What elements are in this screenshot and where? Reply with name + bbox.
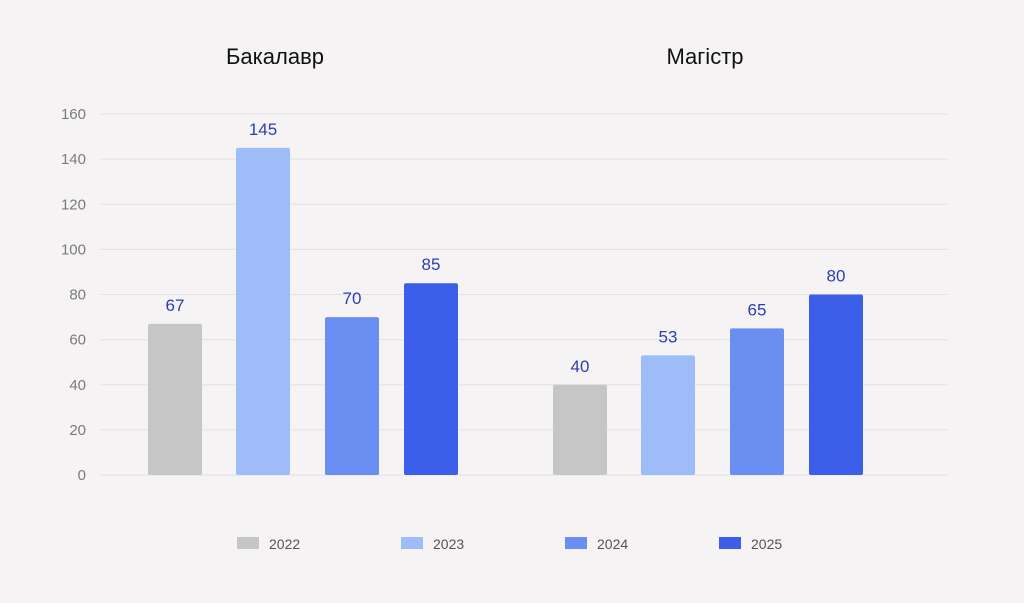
value-label: 53	[659, 327, 678, 346]
bar-2025-0	[404, 283, 458, 475]
legend-swatch-2024	[565, 537, 587, 549]
y-tick-label: 140	[61, 151, 86, 168]
value-label: 70	[343, 289, 362, 308]
legend-swatch-2025	[719, 537, 741, 549]
legend-label-2024: 2024	[597, 536, 628, 552]
y-tick-label: 60	[69, 332, 86, 349]
y-tick-label: 160	[61, 106, 86, 123]
legend: 2022 2023 2024 2025	[237, 536, 782, 552]
y-tick-label: 80	[69, 287, 86, 304]
group-titles: Бакалавр Магістр	[226, 44, 744, 69]
value-labels: 67 40 145 53 70 65 85 80	[166, 120, 846, 376]
legend-label-2023: 2023	[433, 536, 464, 552]
value-label: 145	[249, 120, 277, 139]
value-label: 65	[748, 300, 767, 319]
value-label: 80	[827, 267, 846, 286]
legend-label-2022: 2022	[269, 536, 300, 552]
bar-2022-1	[553, 384, 607, 475]
legend-swatch-2022	[237, 537, 259, 549]
bar-2023-1	[641, 355, 695, 475]
value-label: 85	[422, 255, 441, 274]
bar-2024-1	[730, 328, 784, 475]
bar-2022-0	[148, 323, 202, 475]
y-axis: 0 20 40 60 80 100 120 140 160	[61, 106, 86, 484]
bars	[148, 147, 863, 475]
bar-2024-0	[325, 317, 379, 475]
legend-label-2025: 2025	[751, 536, 782, 552]
y-tick-label: 100	[61, 241, 86, 258]
bar-2025-1	[809, 294, 863, 475]
value-label: 40	[571, 357, 590, 376]
value-label: 67	[166, 296, 185, 315]
group-title-master: Магістр	[666, 44, 743, 69]
group-title-bachelor: Бакалавр	[226, 44, 324, 69]
y-tick-label: 120	[61, 196, 86, 213]
y-tick-label: 20	[69, 422, 86, 439]
legend-swatch-2023	[401, 537, 423, 549]
bar-2023-0	[236, 147, 290, 475]
y-tick-label: 0	[78, 467, 86, 484]
y-tick-label: 40	[69, 377, 86, 394]
